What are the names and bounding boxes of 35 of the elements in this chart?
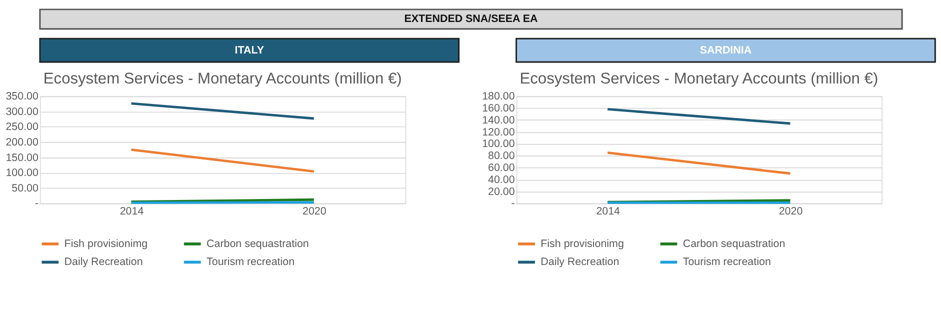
y-tick-label: 40.00	[488, 174, 515, 186]
y-tick-label: 160.00	[482, 102, 515, 114]
text: EXTENDED SNA/SEEA EA	[404, 13, 538, 26]
legend-label: Fish provisionimg	[64, 238, 148, 250]
y-tick-label: 250.00	[6, 121, 39, 134]
y-tick-label: 80.00	[488, 150, 515, 162]
y-tick-label: 180.00	[482, 90, 515, 103]
y-tick-label: 100.00	[482, 138, 515, 150]
chart-subtitle: SARDINIA	[700, 44, 752, 56]
y-tick-label: 50.00	[12, 182, 39, 194]
legend-label: Fish provisionimg	[540, 238, 624, 250]
legend-label: Carbon sequastration	[206, 238, 309, 250]
y-tick-label: 200.00	[6, 136, 39, 148]
y-tick-label: -	[34, 198, 39, 210]
y-tick-label: 60.00	[488, 162, 515, 174]
y-tick-label: 20.00	[488, 186, 515, 198]
chart-subtitle: ITALY	[234, 44, 264, 56]
legend-label: Daily Recreation	[64, 256, 143, 268]
y-tick-label: 120.00	[482, 126, 515, 138]
y-tick-label: 350.00	[6, 90, 39, 103]
x-tick-label: 2014	[596, 205, 620, 218]
legend-label: Tourism recreation	[682, 256, 771, 268]
legend-label: Daily Recreation	[540, 256, 620, 268]
legend-label: Tourism recreation	[206, 256, 295, 268]
chart-title: Ecosystem Services - Monetary Accounts (million €)	[520, 70, 878, 88]
chart-title: Ecosystem Services - Monetary Accounts (million €)	[43, 70, 402, 88]
x-tick-label: 2020	[778, 205, 803, 218]
y-tick-label: -	[511, 198, 516, 210]
x-tick-label: 2020	[302, 205, 326, 218]
legend-label: Carbon sequastration	[682, 238, 786, 250]
y-tick-label: 300.00	[6, 106, 39, 118]
x-tick-label: 2014	[120, 205, 144, 218]
y-tick-label: 100.00	[6, 167, 39, 180]
y-tick-label: 140.00	[482, 114, 515, 126]
y-tick-label: 150.00	[6, 152, 39, 164]
